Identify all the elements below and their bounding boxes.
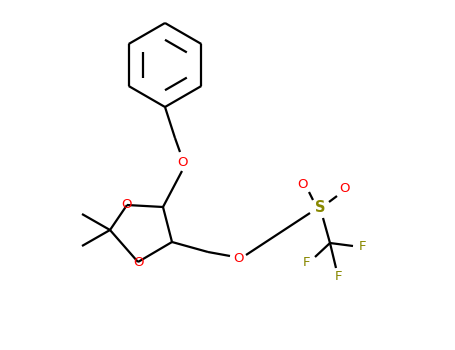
Text: O: O [122,198,132,211]
Text: O: O [297,177,307,190]
Text: S: S [315,201,325,216]
Text: F: F [358,239,366,252]
Text: F: F [334,271,342,284]
Text: O: O [133,256,143,268]
Text: O: O [177,155,187,168]
Text: O: O [233,252,243,265]
Text: O: O [339,182,349,195]
Text: F: F [302,257,310,270]
